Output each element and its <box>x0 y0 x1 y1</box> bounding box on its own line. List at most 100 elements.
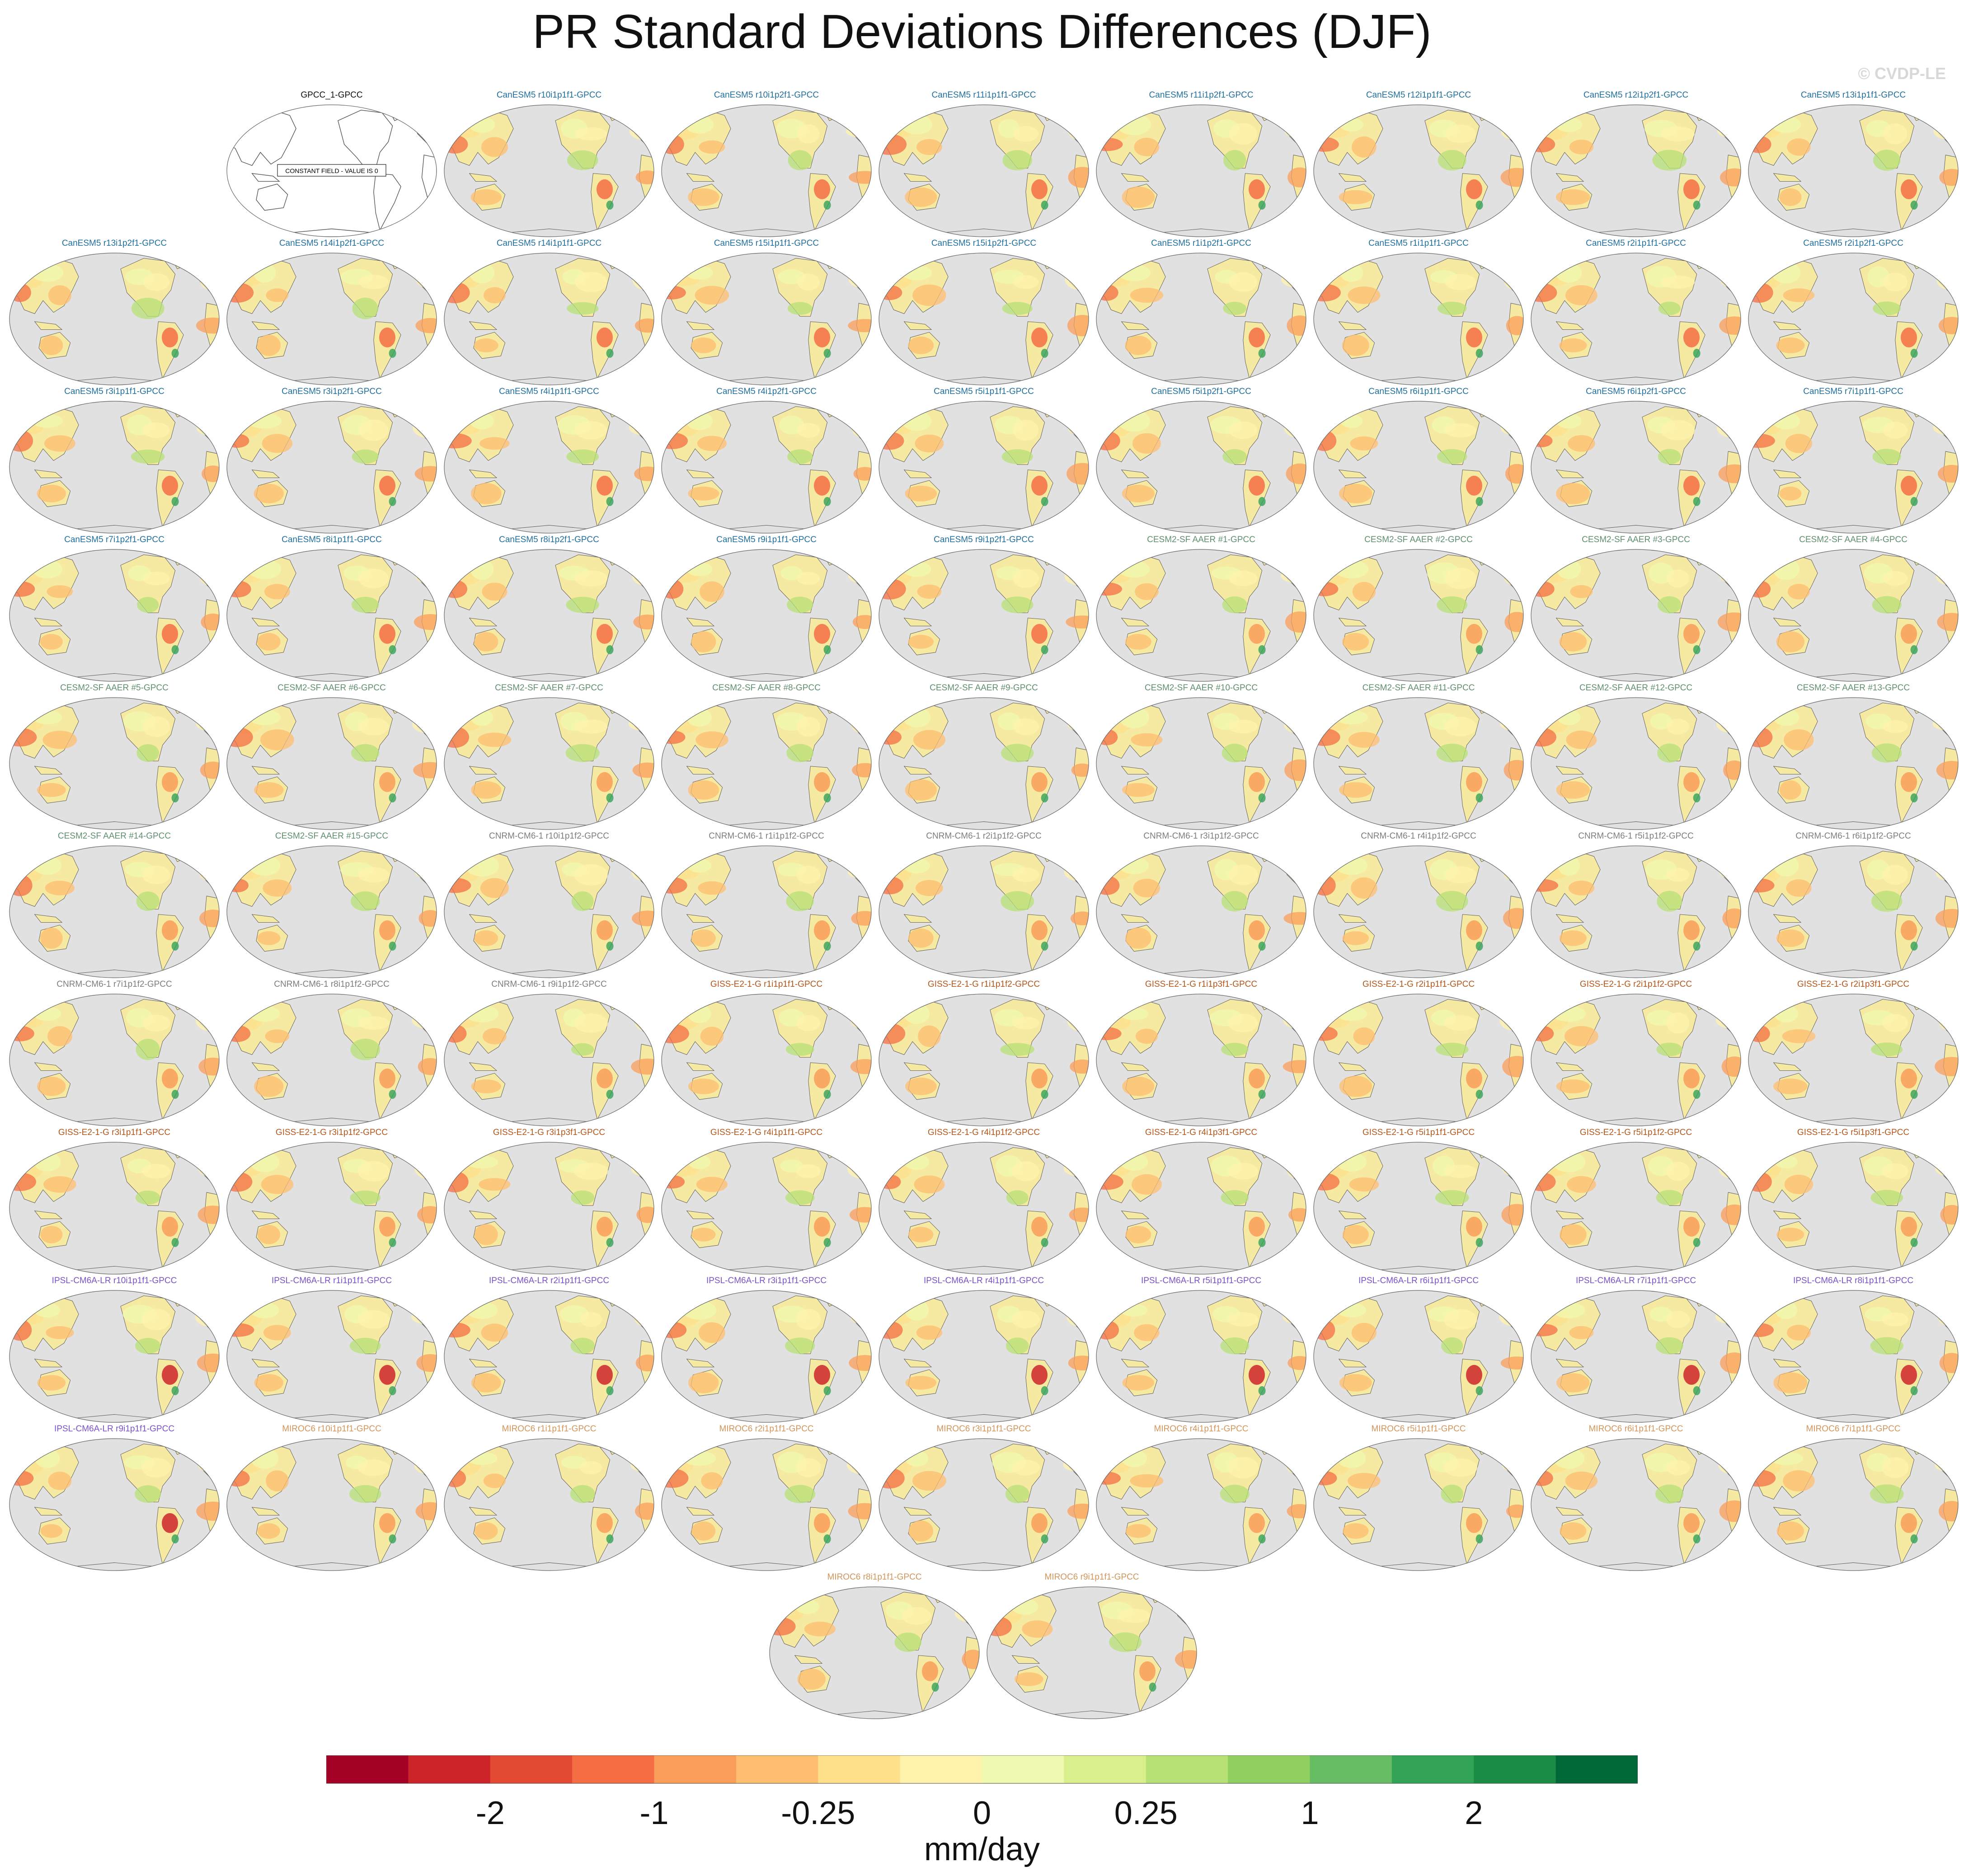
continent-indo <box>34 1359 63 1367</box>
panel-title: CNRM-CM6-1 r3i1p1f2-GPCC <box>1143 831 1259 841</box>
continent-indo <box>34 914 63 923</box>
map-panel: GISS-E2-1-G r2i1p1f1-GPCC <box>1312 980 1525 1129</box>
map-border <box>226 994 437 1126</box>
map-plot <box>1531 549 1741 682</box>
map-panel: CNRM-CM6-1 r8i1p1f2-GPCC <box>226 980 438 1129</box>
map-panel: CanESM5 r1i1p1f1-GPCC <box>1312 239 1525 388</box>
panel-title: CanESM5 r13i1p1f1-GPCC <box>1800 90 1906 100</box>
panel-title: CESM2-SF AAER #8-GPCC <box>712 683 821 693</box>
map-plot <box>1313 1290 1524 1423</box>
continent-indo <box>251 469 280 478</box>
map-border <box>9 994 220 1126</box>
continent-indo <box>794 1655 823 1664</box>
map-plot <box>661 845 872 978</box>
map-panel: CanESM5 r2i1p2f1-GPCC <box>1747 239 1959 388</box>
panel-title: GISS-E2-1-G r4i1p1f2-GPCC <box>927 1128 1040 1137</box>
continent-indo <box>469 1210 498 1219</box>
map-plot <box>444 401 654 534</box>
map-plot <box>226 1438 437 1571</box>
panel-title: IPSL-CM6A-LR r4i1p1f1-GPCC <box>923 1276 1044 1285</box>
panel-title: IPSL-CM6A-LR r5i1p1f1-GPCC <box>1141 1276 1262 1285</box>
continent-indo <box>251 766 280 774</box>
continent-indo <box>34 1507 63 1515</box>
map-border <box>1096 253 1306 385</box>
continent-indo <box>251 1062 280 1071</box>
panel-title: MIROC6 r9i1p1f1-GPCC <box>1044 1572 1139 1582</box>
colorbar-swatch <box>1310 1755 1392 1783</box>
map-border <box>987 1586 1197 1719</box>
map-panel: MIROC6 r2i1p1f1-GPCC <box>660 1424 873 1573</box>
map-plot <box>1313 401 1524 534</box>
map-panel: CanESM5 r14i1p1f1-GPCC <box>443 239 655 388</box>
panel-title: CanESM5 r15i1p2f1-GPCC <box>931 239 1037 248</box>
map-panel: CNRM-CM6-1 r1i1p1f2-GPCC <box>660 831 873 980</box>
panel-title: MIROC6 r10i1p1f1-GPCC <box>282 1424 381 1434</box>
panel-title: MIROC6 r8i1p1f1-GPCC <box>827 1572 922 1582</box>
continent-indo <box>903 766 932 774</box>
map-border <box>1313 1142 1524 1275</box>
map-panel: CESM2-SF AAER #7-GPCC <box>443 683 655 832</box>
map-border <box>1748 1142 1959 1275</box>
continent-indo <box>1121 469 1150 478</box>
map-panel: GISS-E2-1-G r5i1p3f1-GPCC <box>1747 1128 1959 1277</box>
panel-title: IPSL-CM6A-LR r3i1p1f1-GPCC <box>706 1276 827 1285</box>
map-panel: CanESM5 r12i1p2f1-GPCC <box>1530 90 1742 239</box>
map-border <box>879 1290 1089 1423</box>
panel-title: CESM2-SF AAER #11-GPCC <box>1362 683 1475 693</box>
map-border <box>226 104 437 237</box>
map-panel: IPSL-CM6A-LR r3i1p1f1-GPCC <box>660 1276 873 1425</box>
panel-title: GISS-E2-1-G r5i1p3f1-GPCC <box>1797 1128 1910 1137</box>
map-border <box>1531 1142 1741 1275</box>
map-panel: CanESM5 r3i1p2f1-GPCC <box>226 387 438 536</box>
map-panel: CESM2-SF AAER #14-GPCC <box>8 831 221 980</box>
map-border <box>9 1290 220 1423</box>
continent-indo <box>686 1359 715 1367</box>
map-plot <box>1096 1142 1306 1275</box>
continent-indo <box>1773 766 1802 774</box>
continent-indo <box>1121 173 1150 182</box>
map-panel: GISS-E2-1-G r3i1p1f2-GPCC <box>226 1128 438 1277</box>
map-panel: CESM2-SF AAER #13-GPCC <box>1747 683 1959 832</box>
panel-title: CanESM5 r2i1p2f1-GPCC <box>1803 239 1903 248</box>
continent-indo <box>1555 173 1584 182</box>
map-border <box>1531 401 1741 534</box>
map-panel: MIROC6 r5i1p1f1-GPCC <box>1312 1424 1525 1573</box>
map-plot <box>9 549 220 682</box>
map-panel: CESM2-SF AAER #1-GPCC <box>1095 535 1307 684</box>
map-panel: CanESM5 r10i1p2f1-GPCC <box>660 90 873 239</box>
map-plot <box>1748 549 1959 682</box>
map-panel: CNRM-CM6-1 r6i1p1f2-GPCC <box>1747 831 1959 980</box>
panel-title: CESM2-SF AAER #1-GPCC <box>1147 535 1255 544</box>
continent-indo <box>903 173 932 182</box>
continent-indo <box>1773 321 1802 330</box>
map-panel: CanESM5 r2i1p1f1-GPCC <box>1530 239 1742 388</box>
map-panel: CNRM-CM6-1 r2i1p1f2-GPCC <box>878 831 1090 980</box>
map-plot <box>9 1438 220 1571</box>
map-border <box>879 1438 1089 1571</box>
map-border <box>879 994 1089 1126</box>
panel-title: CanESM5 r2i1p1f1-GPCC <box>1586 239 1686 248</box>
panel-title: CNRM-CM6-1 r4i1p1f2-GPCC <box>1361 831 1476 841</box>
colorbar-tick-label: 1 <box>1301 1795 1319 1831</box>
continent-indo <box>686 1062 715 1071</box>
panel-title: CESM2-SF AAER #9-GPCC <box>930 683 1038 693</box>
map-border <box>1531 549 1741 682</box>
map-plot <box>1313 994 1524 1126</box>
map-panel: GISS-E2-1-G r3i1p3f1-GPCC <box>443 1128 655 1277</box>
continent-indo <box>1011 1655 1040 1664</box>
map-panel: GISS-E2-1-G r5i1p1f2-GPCC <box>1530 1128 1742 1277</box>
map-border <box>1531 845 1741 978</box>
map-border <box>1748 401 1959 534</box>
map-border <box>1096 104 1306 237</box>
continent-indo <box>469 618 498 626</box>
continent-indo <box>34 469 63 478</box>
map-panel: CNRM-CM6-1 r7i1p1f2-GPCC <box>8 980 221 1129</box>
map-border <box>1748 845 1959 978</box>
colorbar-swatch <box>736 1755 818 1783</box>
map-plot <box>1748 697 1959 830</box>
panel-title: CanESM5 r5i1p1f1-GPCC <box>934 387 1034 396</box>
map-border <box>879 549 1089 682</box>
map-plot: CONSTANT FIELD - VALUE IS 0 <box>226 104 437 237</box>
map-plot <box>226 697 437 830</box>
colorbar-swatch <box>408 1755 491 1783</box>
